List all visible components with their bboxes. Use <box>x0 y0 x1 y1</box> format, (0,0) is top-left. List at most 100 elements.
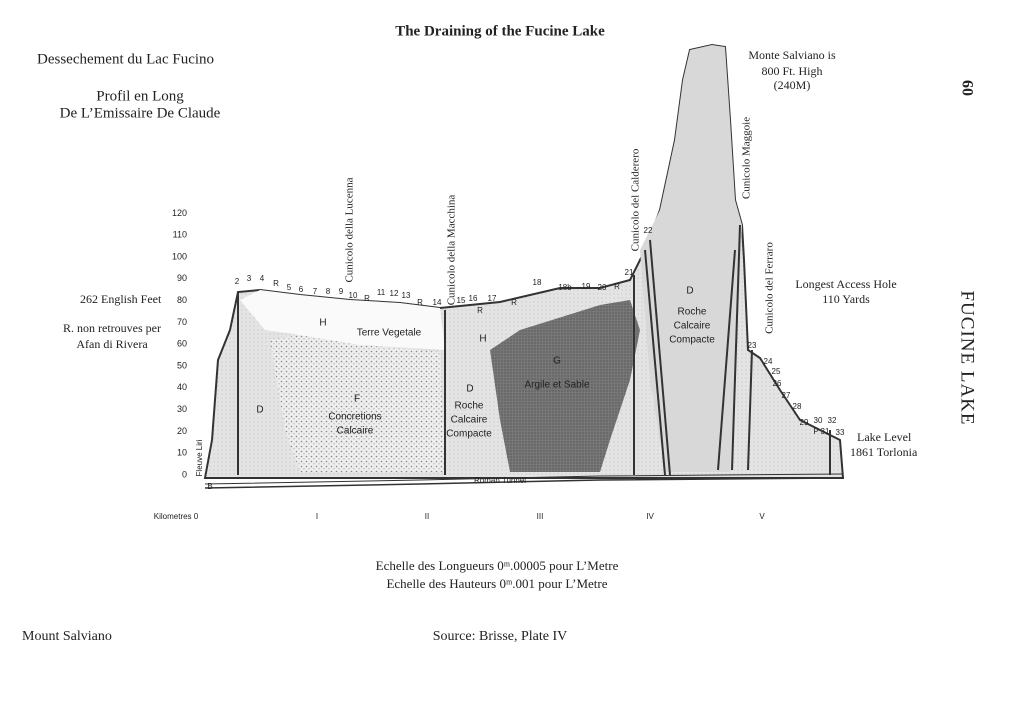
shaft-number: 31 <box>821 427 830 436</box>
mountain-note: 800 Ft. High <box>761 64 822 78</box>
strata-label: Terre Vegetale <box>357 328 422 339</box>
shaft-label: Cunicolo della Lucenna <box>344 177 356 282</box>
title: The Draining of the Fucine Lake <box>395 23 605 39</box>
strata-letter: G <box>553 356 561 367</box>
height-tick-label: 90 <box>177 273 187 283</box>
shaft-label: Cunicolo Maggoie <box>741 117 753 199</box>
shaft-number: R <box>511 298 517 307</box>
height-tick-label: 70 <box>177 317 187 327</box>
shaft-number: R <box>417 298 423 307</box>
km-tick-label: IV <box>646 512 654 521</box>
shaft-number: 27 <box>782 391 791 400</box>
shaft-number: 11 <box>377 288 386 297</box>
strata-label: Roche <box>455 401 484 412</box>
shaft-number: 15 <box>457 296 466 305</box>
source: Source: Brisse, Plate IV <box>433 629 568 644</box>
point-label: B <box>207 482 212 491</box>
shaft-number: 10 <box>349 291 358 300</box>
shaft-number: 24 <box>764 357 773 366</box>
shaft-number: 18 <box>533 278 542 287</box>
shaft-number: 16 <box>469 294 478 303</box>
shaft-number: 30 <box>814 416 823 425</box>
strata-letter: H <box>479 334 486 345</box>
strata-label: Roche <box>678 307 707 318</box>
shaft-number: 25 <box>772 367 781 376</box>
height-tick-label: 60 <box>177 339 187 349</box>
height-tick-label: 80 <box>177 295 187 305</box>
strata-letter: D <box>466 384 473 395</box>
strata-label: Concretions <box>328 412 381 423</box>
lake-note: 1861 Torlonia <box>850 445 918 459</box>
shaft-number: 5 <box>287 283 292 292</box>
shaft-number: 4 <box>260 274 265 283</box>
strata-label: Argile et Sable <box>524 380 589 391</box>
strata-letter: H <box>319 318 326 329</box>
km-tick-label: III <box>537 512 544 521</box>
shaft-number: 2 <box>235 277 240 286</box>
page-number: 60 <box>958 80 975 96</box>
feet-note: 262 English Feet <box>80 292 162 306</box>
mountain-note: (240M) <box>774 78 811 92</box>
shaft-number: 6 <box>299 285 304 294</box>
height-tick-label: 110 <box>173 230 187 240</box>
shaft-number: 12 <box>390 289 399 298</box>
strata-letter: D <box>256 405 263 416</box>
shaft-number: 8 <box>326 287 331 296</box>
river-label: Fleuve Liri <box>195 439 204 476</box>
shaft-number: 18b <box>558 283 572 292</box>
shaft-number: 28 <box>793 402 802 411</box>
shaft-number: 9 <box>339 287 344 296</box>
km-tick-label: I <box>316 512 318 521</box>
shaft-number: P <box>813 427 818 436</box>
shaft-label: Cunicolo del Ferraro <box>764 242 776 334</box>
height-tick-label: 40 <box>177 382 187 392</box>
subheading: De L’Emissaire De Claude <box>60 105 221 121</box>
shaft-number: R <box>614 282 620 291</box>
shaft-number: 33 <box>836 428 845 437</box>
shaft-number: 22 <box>644 226 653 235</box>
km-tick-label: V <box>759 512 765 521</box>
lake-note: Lake Level <box>857 430 912 444</box>
subheading: Profil en Long <box>96 88 184 104</box>
scale-note: Echelle des Hauteurs 0ᵐ.001 pour L’Metre <box>386 576 607 591</box>
access-note: 110 Yards <box>822 292 870 306</box>
shaft-number: 19 <box>582 282 591 291</box>
height-tick-label: 100 <box>172 251 187 261</box>
profile-drawing <box>203 43 845 489</box>
shaft-number: 29 <box>800 418 809 427</box>
strata-label: Compacte <box>446 429 492 440</box>
rivera-note: Afan di Rivera <box>76 337 148 351</box>
access-note: Longest Access Hole <box>795 277 896 291</box>
heading: Dessechement du Lac Fucino <box>37 51 214 67</box>
km-tick-label: II <box>425 512 429 521</box>
shaft-number: 32 <box>828 416 837 425</box>
tunnel-label: Roman Tunnel <box>474 476 526 485</box>
shaft-number: 17 <box>488 294 497 303</box>
shaft-number: R <box>477 306 483 315</box>
height-tick-label: 50 <box>177 360 187 370</box>
shaft-number: 21 <box>625 268 634 277</box>
rivera-note: R. non retrouves per <box>63 321 161 335</box>
shaft-number: 3 <box>247 274 252 283</box>
shaft-number: 26 <box>773 379 782 388</box>
height-tick-label: 10 <box>177 448 187 458</box>
height-tick-label: 20 <box>177 426 187 436</box>
height-tick-label: 0 <box>182 469 187 479</box>
shaft-number: R <box>273 279 279 288</box>
shaft-number: R <box>364 294 370 303</box>
strata-label: Calcaire <box>674 321 711 332</box>
strata-letter: F <box>354 394 360 405</box>
shaft-number: 14 <box>433 298 442 307</box>
km-label: Kilometres 0 <box>154 512 199 521</box>
strata-label: Calcaire <box>451 415 488 426</box>
shaft-label: Cunicolo della Macchina <box>446 195 458 306</box>
caption: Mount Salviano <box>22 629 112 644</box>
height-tick-label: 120 <box>172 208 187 218</box>
shaft-number: 13 <box>402 291 411 300</box>
strata-label: Calcaire <box>337 426 374 437</box>
strata-letter: D <box>686 286 693 297</box>
side-title: FUCINE LAKE <box>957 290 978 425</box>
height-tick-label: 30 <box>177 404 187 414</box>
